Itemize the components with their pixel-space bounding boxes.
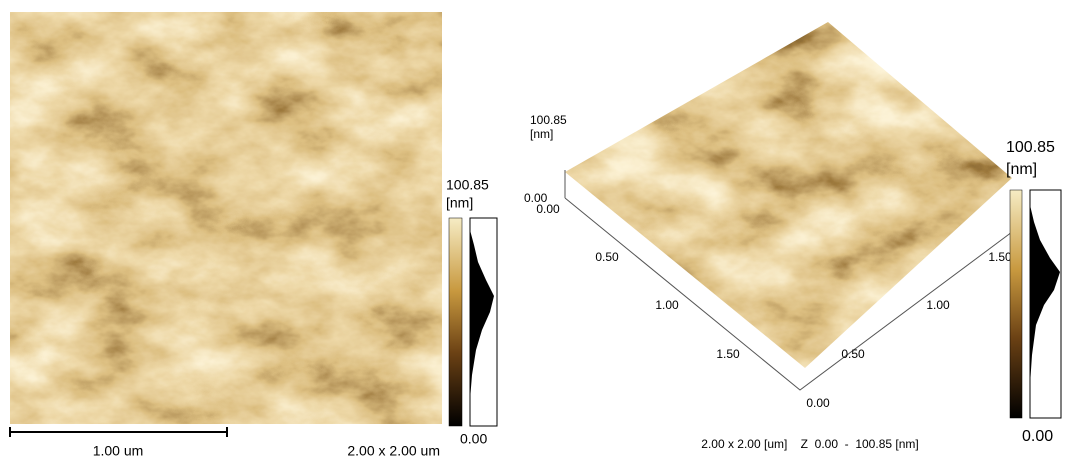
colorbar-unit: [nm]	[1006, 161, 1037, 178]
afm-height-image	[10, 12, 442, 424]
z-axis-max: 100.85	[530, 113, 567, 127]
surface-3d	[560, 20, 1020, 372]
x-tick: 1.00	[926, 298, 950, 312]
colorbar-min: 0.00	[1022, 428, 1053, 445]
x-tick: 1.50	[988, 250, 1012, 264]
scale-bar	[10, 427, 227, 437]
colorbar	[449, 218, 462, 426]
colorbar-max: 100.85	[446, 177, 489, 193]
z-axis-unit: [nm]	[530, 127, 553, 141]
colorbar-min: 0.00	[460, 431, 487, 447]
y-tick: 1.00	[655, 298, 679, 312]
y-tick: 0.50	[595, 250, 619, 264]
afm-figure: 100.85 [nm] 0.00 1.00 um 2.00 x 2.00 um …	[0, 0, 1067, 459]
colorbar	[1010, 190, 1022, 418]
caption: 2.00 x 2.00 [um] Z 0.00 - 100.85 [nm]	[701, 437, 918, 451]
y-tick: 0.00	[536, 202, 560, 216]
x-tick: 0.00	[806, 396, 830, 410]
scale-bar-label: 1.00 um	[93, 443, 144, 459]
colorbar-max: 100.85	[1006, 139, 1055, 156]
x-tick: 0.50	[841, 347, 865, 361]
surface-texture	[560, 20, 1020, 372]
colorbar-unit: [nm]	[446, 195, 473, 211]
scan-size: 2.00 x 2.00 um	[347, 443, 440, 459]
y-tick: 1.50	[716, 347, 740, 361]
